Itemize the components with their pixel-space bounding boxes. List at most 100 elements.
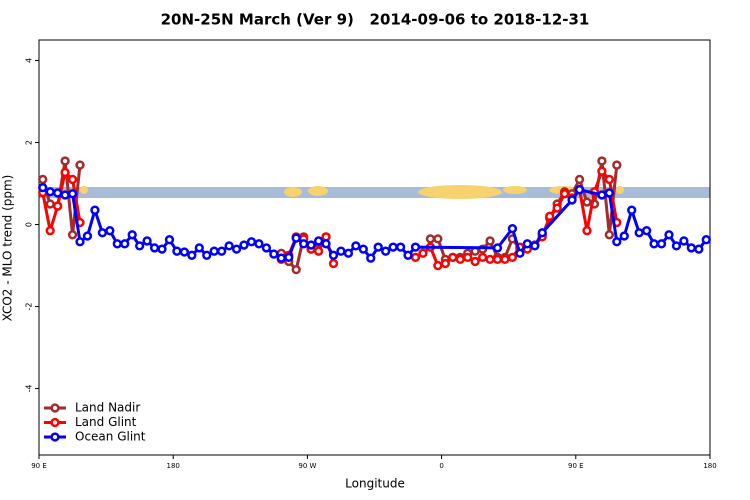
x-tick-label: 90 W xyxy=(298,462,316,470)
y-tick-label: -2 xyxy=(25,303,34,311)
point xyxy=(559,189,570,199)
point xyxy=(515,248,525,258)
point xyxy=(500,254,510,265)
point xyxy=(507,223,518,234)
point xyxy=(522,239,532,249)
point xyxy=(656,239,667,249)
plot-frame xyxy=(38,39,711,456)
point xyxy=(328,250,339,260)
point xyxy=(567,195,577,205)
point xyxy=(306,240,316,250)
point xyxy=(410,242,421,252)
point xyxy=(507,252,518,262)
point xyxy=(202,250,212,260)
point xyxy=(321,239,331,249)
point xyxy=(45,199,55,209)
point xyxy=(82,231,93,241)
y-axis-title: XCO2 - MLO trend (ppm) xyxy=(1,175,15,322)
point xyxy=(403,250,413,260)
point xyxy=(358,244,368,254)
point xyxy=(425,234,436,244)
point xyxy=(231,244,242,254)
point xyxy=(172,246,182,256)
point xyxy=(597,190,607,200)
x-tick-label: 180 xyxy=(703,462,716,470)
point xyxy=(351,241,361,251)
point xyxy=(157,244,167,254)
point xyxy=(67,174,78,185)
point xyxy=(336,246,346,256)
legend-marker xyxy=(50,432,60,442)
point xyxy=(686,243,697,253)
point xyxy=(135,241,145,251)
point xyxy=(679,236,689,246)
point xyxy=(38,174,48,185)
point xyxy=(604,188,614,198)
point xyxy=(52,201,63,211)
x-tick-label: 180 xyxy=(167,462,180,470)
point xyxy=(649,239,659,249)
point xyxy=(97,228,108,238)
point xyxy=(343,248,354,258)
point xyxy=(627,205,637,215)
point xyxy=(75,237,85,247)
point xyxy=(209,246,219,256)
point xyxy=(410,252,421,262)
point xyxy=(194,243,204,253)
y-tick-label: 2 xyxy=(25,140,34,145)
chart-title: 20N-25N March (Ver 9) 2014-09-06 to 2018… xyxy=(161,11,590,29)
point xyxy=(664,230,674,240)
point xyxy=(254,239,264,249)
point xyxy=(291,264,301,275)
point xyxy=(269,249,279,259)
point xyxy=(45,226,55,236)
point xyxy=(597,166,607,176)
point xyxy=(582,197,592,207)
point xyxy=(574,185,585,195)
point xyxy=(477,252,488,262)
point xyxy=(187,250,197,260)
point xyxy=(60,156,70,166)
point xyxy=(395,242,406,252)
point xyxy=(149,243,160,253)
point xyxy=(112,239,122,249)
point xyxy=(604,174,614,185)
legend-marker xyxy=(50,403,60,413)
point xyxy=(313,236,324,246)
point xyxy=(433,234,443,244)
point xyxy=(530,241,540,251)
legend-label: Land Glint xyxy=(75,415,137,429)
point xyxy=(224,241,234,251)
x-tick-label: 90 E xyxy=(568,462,584,470)
point xyxy=(284,252,294,262)
point xyxy=(276,253,286,263)
point xyxy=(619,231,629,241)
point xyxy=(60,167,70,178)
point xyxy=(582,226,592,236)
x-tick-label: 90 E xyxy=(31,462,47,470)
point xyxy=(641,226,652,236)
point xyxy=(492,254,503,265)
legend-label: Land Nadir xyxy=(75,401,140,415)
legend-marker xyxy=(50,417,60,428)
point xyxy=(470,256,480,267)
point xyxy=(694,244,704,254)
y-tick-label: 0 xyxy=(25,222,34,227)
x-tick-label: 0 xyxy=(439,462,443,470)
point xyxy=(373,242,383,252)
point xyxy=(60,190,70,200)
point xyxy=(485,254,495,265)
point xyxy=(142,236,152,246)
y-tick-label: 4 xyxy=(25,58,34,63)
point xyxy=(552,203,562,213)
legend-label: Ocean Glint xyxy=(75,430,146,444)
point xyxy=(537,228,547,238)
point xyxy=(366,253,376,263)
point xyxy=(604,230,614,240)
point xyxy=(90,205,100,215)
point xyxy=(239,240,249,250)
point xyxy=(179,247,190,257)
point xyxy=(217,246,227,256)
point xyxy=(433,260,443,271)
